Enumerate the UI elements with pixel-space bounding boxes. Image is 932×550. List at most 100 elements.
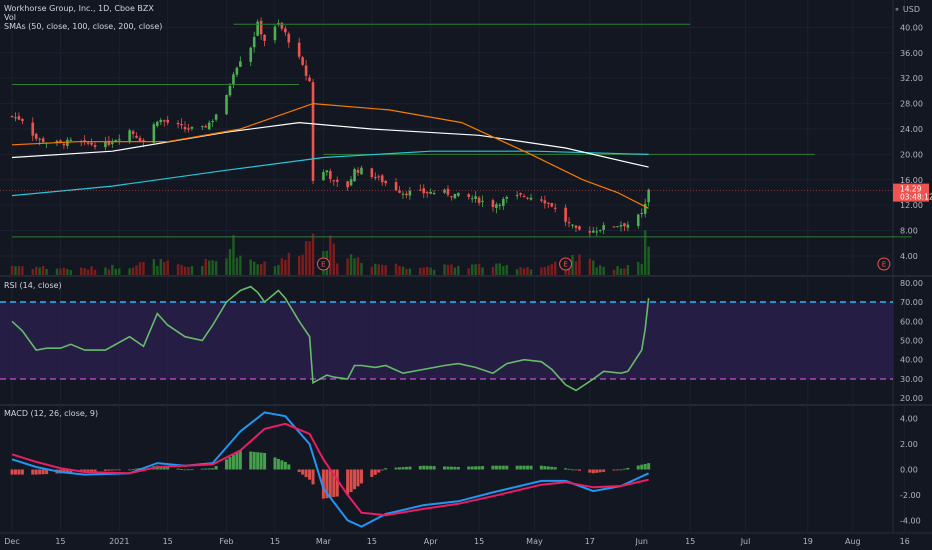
- time-tick-label: Apr: [424, 537, 439, 546]
- volume-bar: [183, 266, 187, 275]
- volume-bar: [522, 268, 526, 275]
- time-tick-label: 16: [900, 537, 910, 546]
- macd-header: MACD (12, 26, close, 9): [4, 409, 98, 418]
- rsi-tick-label: 80.00: [900, 279, 923, 288]
- volume-bar: [135, 265, 138, 275]
- candle-body: [567, 222, 571, 224]
- volume-bar: [592, 260, 595, 275]
- macd-histogram-bar: [636, 465, 640, 470]
- macd-histogram-bar: [131, 469, 135, 470]
- macd-histogram-bar: [207, 468, 211, 470]
- macd-histogram-bar: [45, 469, 49, 475]
- volume-bar: [83, 268, 86, 275]
- macd-histogram-bar: [564, 468, 568, 470]
- macd-histogram-bar: [394, 467, 398, 470]
- volume-bar: [571, 255, 574, 275]
- macd-histogram-bar: [107, 469, 111, 471]
- macd-histogram-bar: [211, 468, 215, 470]
- candle-body: [322, 172, 325, 181]
- macd-tick-label: 0.00: [900, 466, 918, 475]
- volume-bar: [93, 269, 97, 275]
- candle-body: [117, 139, 121, 141]
- volume-bar: [602, 266, 605, 275]
- candle-body: [353, 169, 356, 182]
- volume-bar: [62, 267, 66, 275]
- volume-bar: [443, 264, 446, 275]
- time-tick-label: Jul: [740, 537, 751, 546]
- candle-body: [156, 121, 159, 126]
- macd-histogram-bar: [65, 469, 69, 473]
- candle-body: [346, 181, 349, 188]
- candle-body: [470, 198, 474, 200]
- candle-body: [578, 226, 581, 230]
- macd-histogram-bar: [204, 468, 208, 470]
- candle-body: [398, 190, 401, 193]
- volume-bar: [228, 249, 232, 275]
- candle-body: [491, 200, 495, 208]
- volume-bar: [450, 264, 453, 275]
- volume-bar: [308, 241, 311, 275]
- macd-histogram-bar: [539, 465, 543, 470]
- volume-bar: [467, 268, 470, 275]
- macd-histogram-bar: [422, 465, 426, 470]
- macd-histogram-bar: [432, 466, 436, 470]
- candle-body: [159, 119, 163, 123]
- macd-histogram-bar: [249, 451, 253, 470]
- macd-histogram-bar: [550, 466, 554, 470]
- macd-histogram-bar: [377, 469, 381, 473]
- earnings-marker: [877, 257, 891, 271]
- candle-body: [59, 140, 62, 143]
- time-tick-label: Feb: [219, 537, 233, 546]
- candle-body: [418, 189, 422, 191]
- candle-body: [591, 230, 595, 233]
- currency-label: USD: [902, 5, 920, 14]
- volume-bar: [578, 254, 581, 275]
- macd-histogram-bar: [34, 469, 38, 475]
- candle-body: [31, 122, 35, 136]
- macd-histogram-bar: [200, 468, 204, 470]
- macd-histogram-bar: [162, 466, 166, 470]
- time-tick-label: Mar: [316, 537, 332, 546]
- macd-histogram-bar: [214, 466, 218, 470]
- macd-histogram-bar: [602, 469, 606, 472]
- volume-bar: [401, 266, 405, 275]
- candle-body: [432, 193, 436, 195]
- candle-body: [640, 212, 644, 214]
- volume-bar: [259, 264, 263, 275]
- macd-histogram-bar: [280, 460, 284, 470]
- candle-body: [190, 126, 194, 129]
- macd-label: MACD (12, 26, close, 9): [4, 409, 99, 418]
- volume-bar: [176, 264, 180, 275]
- volume-bar: [426, 266, 429, 275]
- volume-bar: [616, 266, 619, 275]
- candle-body: [619, 225, 623, 227]
- currency-selector[interactable]: ⚬ USD: [894, 5, 920, 14]
- macd-histogram-bar: [498, 465, 502, 470]
- volume-bar: [502, 266, 505, 275]
- macd-histogram-bar: [384, 468, 388, 470]
- candle-body: [522, 195, 526, 197]
- volume-bar: [114, 268, 117, 275]
- candle-body: [498, 204, 502, 206]
- volume-bar: [131, 267, 135, 275]
- candle-body: [21, 118, 24, 121]
- volume-bar: [142, 262, 145, 275]
- volume-bar: [214, 261, 218, 275]
- signal-line: [11, 422, 649, 517]
- volume-bar: [384, 265, 387, 275]
- volume-bar: [66, 269, 69, 275]
- price-tick-label: 12.00: [900, 201, 923, 210]
- volume-bar: [80, 267, 83, 275]
- volume-bar: [10, 265, 14, 275]
- macd-histogram-bar: [321, 469, 325, 499]
- candle-body: [114, 140, 118, 142]
- candle-body: [394, 182, 398, 191]
- volume-bar: [118, 268, 121, 275]
- macd-histogram-bar: [311, 469, 315, 485]
- rsi-tick-label: 20.00: [900, 394, 923, 403]
- macd-histogram-bar: [166, 467, 170, 470]
- macd-histogram-bar: [86, 469, 90, 472]
- macd-histogram-bar: [356, 469, 360, 487]
- macd-histogram-bar: [574, 469, 578, 471]
